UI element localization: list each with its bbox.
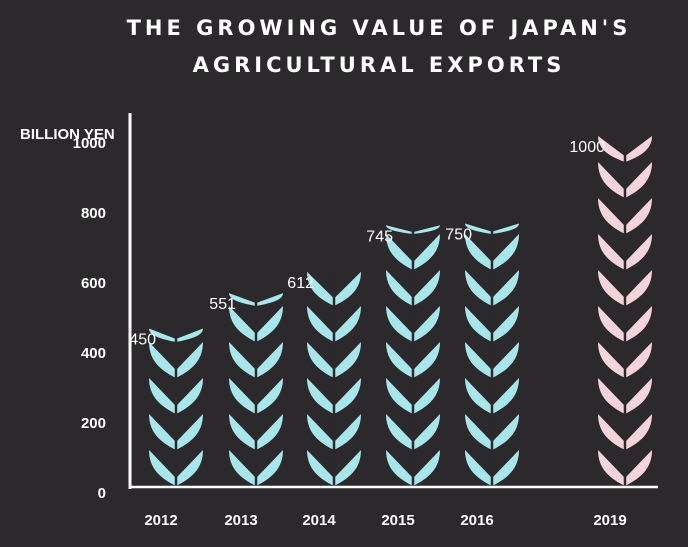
bar-2019-leaf-8 <box>598 162 652 198</box>
bar-2019-leaf-4 <box>598 306 652 342</box>
bar-2014-leaf-1 <box>307 414 361 450</box>
chart-title-line-2: AGRICULTURAL EXPORTS <box>192 53 566 77</box>
bar-2012-leaf-2 <box>149 378 203 414</box>
bar-2019-leaf-7 <box>598 198 652 234</box>
bar-2015-leaf-7 <box>386 225 440 234</box>
y-tick-label-400: 400 <box>81 345 106 362</box>
data-label-2019: 1000 <box>569 139 605 156</box>
bar-2012-leaf-4 <box>149 328 203 342</box>
y-axis-label: BILLION YEN <box>20 126 115 143</box>
bar-2014 <box>307 271 361 486</box>
x-tick-label-2019: 2019 <box>593 512 626 529</box>
chart-title: THE GROWING VALUE OF JAPAN'S AGRICULTURA… <box>0 10 688 84</box>
bar-2015 <box>386 225 440 486</box>
bar-2015-leaf-4 <box>386 306 440 342</box>
bar-2015-leaf-5 <box>386 270 440 306</box>
y-tick-label-600: 600 <box>81 275 106 292</box>
bar-2013-leaf-5 <box>229 293 283 306</box>
data-label-2012: 450 <box>129 332 156 349</box>
chart-title-line-1: THE GROWING VALUE OF JAPAN'S <box>126 16 632 40</box>
bar-2013-leaf-2 <box>229 378 283 414</box>
bar-2013-leaf-3 <box>229 342 283 378</box>
bar-2016-leaf-1 <box>465 414 519 450</box>
bar-2013-leaf-1 <box>229 414 283 450</box>
data-label-2015: 745 <box>366 228 393 245</box>
bar-2014-leaf-4 <box>307 306 361 342</box>
x-tick-label-2015: 2015 <box>381 512 414 529</box>
bar-2014-leaf-3 <box>307 342 361 378</box>
bar-2014-leaf-5 <box>307 271 361 306</box>
bar-2012 <box>149 328 203 486</box>
y-tick-label-800: 800 <box>81 205 106 222</box>
bar-2015-leaf-6 <box>386 234 440 270</box>
bar-2019-leaf-9 <box>598 136 652 162</box>
bar-2019-leaf-5 <box>598 270 652 306</box>
y-tick-label-0: 0 <box>98 485 106 502</box>
bar-2016-leaf-3 <box>465 342 519 378</box>
bar-2016-leaf-7 <box>465 223 519 234</box>
bar-2019-leaf-0 <box>598 450 652 486</box>
x-tick-label-2013: 2013 <box>224 512 257 529</box>
bar-2013-leaf-4 <box>229 306 283 342</box>
data-label-2014: 612 <box>287 275 314 292</box>
bar-2012-leaf-1 <box>149 414 203 450</box>
bar-2013-leaf-0 <box>229 450 283 486</box>
bar-2015-leaf-0 <box>386 450 440 486</box>
data-label-2016: 750 <box>445 227 472 244</box>
bar-2012-leaf-3 <box>149 342 203 378</box>
x-tick-label-2012: 2012 <box>144 512 177 529</box>
bar-2016 <box>465 223 519 486</box>
bar-2016-leaf-6 <box>465 234 519 270</box>
bar-2019-leaf-1 <box>598 414 652 450</box>
bar-2019-leaf-3 <box>598 342 652 378</box>
bar-2019-leaf-6 <box>598 234 652 270</box>
data-label-2013: 551 <box>209 296 236 313</box>
bar-2019 <box>598 136 652 486</box>
bar-2015-leaf-3 <box>386 342 440 378</box>
bar-2016-leaf-0 <box>465 450 519 486</box>
bar-2012-leaf-0 <box>149 450 203 486</box>
bar-2014-leaf-0 <box>307 450 361 486</box>
bar-2019-leaf-2 <box>598 378 652 414</box>
y-tick-label-1000: 1000 <box>73 135 106 152</box>
y-tick-label-200: 200 <box>81 415 106 432</box>
x-tick-label-2016: 2016 <box>460 512 493 529</box>
bar-2016-leaf-5 <box>465 270 519 306</box>
bar-2016-leaf-4 <box>465 306 519 342</box>
bar-2015-leaf-2 <box>386 378 440 414</box>
bar-2014-leaf-2 <box>307 378 361 414</box>
bar-2013 <box>229 293 283 486</box>
x-tick-label-2014: 2014 <box>302 512 336 529</box>
bar-2015-leaf-1 <box>386 414 440 450</box>
bar-2016-leaf-2 <box>465 378 519 414</box>
